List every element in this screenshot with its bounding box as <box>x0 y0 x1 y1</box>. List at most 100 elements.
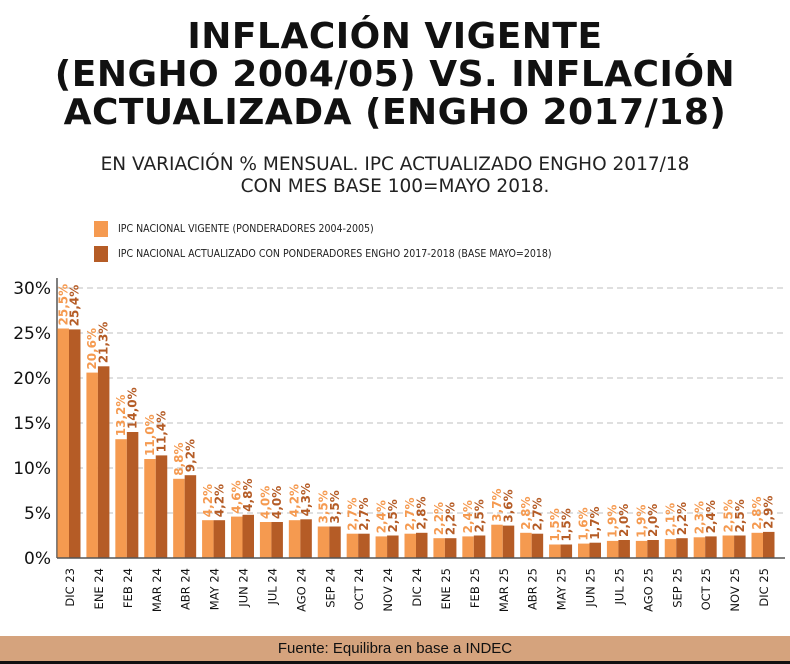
x-tick-label: SEP 24 <box>323 568 337 608</box>
x-tick-label: ENE 24 <box>92 568 106 609</box>
bar-actualizado <box>300 519 312 558</box>
y-tick-label: 10% <box>13 459 51 479</box>
bar-vigente <box>346 533 359 558</box>
y-tick-label: 30% <box>13 279 51 299</box>
bar-vigente <box>202 520 214 558</box>
data-label: 4,0% <box>270 486 284 519</box>
bar-actualizado <box>560 544 573 558</box>
title-line: INFLACIÓN VIGENTE <box>187 16 603 57</box>
bar-actualizado <box>387 535 399 558</box>
data-label: 13,2% <box>114 395 128 437</box>
x-tick-label: MAR 24 <box>150 568 164 612</box>
bar-vigente <box>231 516 243 558</box>
x-tick-label: DIC 23 <box>63 568 77 607</box>
data-label: 3,5% <box>328 490 342 523</box>
data-label: 2,8% <box>415 497 429 530</box>
bar-actualizado <box>155 455 168 558</box>
x-tick-label: OCT 25 <box>699 568 713 610</box>
data-label: 2,7% <box>530 497 544 530</box>
data-label: 2,4% <box>704 500 718 533</box>
data-label: 2,2% <box>444 502 458 535</box>
bar-vigente <box>462 536 474 558</box>
data-label: 2,3% <box>692 501 706 534</box>
data-label: 2,8% <box>519 497 533 530</box>
bar-actualizado <box>271 522 283 558</box>
data-label: 2,4% <box>461 500 475 533</box>
data-label: 14,0% <box>126 387 140 429</box>
x-tick-label: AGO 24 <box>294 568 308 612</box>
title-line: (ENGHO 2004/05) VS. INFLACIÓN <box>54 54 736 95</box>
bar-actualizado <box>589 542 601 558</box>
bar-vigente <box>722 535 735 558</box>
bar-vigente <box>57 328 69 558</box>
data-label: 2,5% <box>386 499 400 532</box>
x-tick-label: ENE 25 <box>439 568 453 609</box>
bar-actualizado <box>213 520 226 558</box>
data-label: 3,6% <box>502 489 516 522</box>
x-tick-label: MAR 25 <box>497 568 511 612</box>
data-label: 1,9% <box>606 505 620 538</box>
data-label: 25,5% <box>56 284 70 326</box>
bar-actualizado <box>647 540 659 558</box>
x-tick-label: MAY 25 <box>555 568 569 610</box>
data-label: 1,7% <box>588 506 602 539</box>
bar-vigente <box>635 540 648 558</box>
bar-actualizado <box>502 525 515 558</box>
bar-actualizado <box>763 531 775 558</box>
x-tick-label: OCT 24 <box>352 568 366 610</box>
y-tick-label: 20% <box>13 369 51 389</box>
subtitle-line: EN VARIACIÓN % MENSUAL. IPC ACTUALIZADO … <box>100 154 690 175</box>
data-label: 4,2% <box>288 484 302 517</box>
legend-swatch-vigente <box>94 220 108 237</box>
x-tick-label: NOV 24 <box>381 568 395 612</box>
data-label: 11,0% <box>143 414 157 456</box>
bar-vigente <box>606 540 619 558</box>
data-label: 20,6% <box>85 328 99 370</box>
bar-vigente <box>433 538 445 558</box>
footer-divider <box>0 661 790 664</box>
legend-item-vigente: IPC NACIONAL VIGENTE (PONDERADORES 2004-… <box>94 216 600 241</box>
bar-actualizado <box>358 533 370 558</box>
data-label: 2,0% <box>646 504 660 537</box>
chart-subtitle: EN VARIACIÓN % MENSUAL. IPC ACTUALIZADO … <box>0 154 790 198</box>
bar-actualizado <box>705 536 717 558</box>
data-label: 4,0% <box>259 486 273 519</box>
x-tick-label: JUN 25 <box>584 568 598 608</box>
bar-vigente <box>751 532 763 558</box>
legend-label-actualizado: IPC NACIONAL ACTUALIZADO CON PONDERADORE… <box>118 247 552 260</box>
y-tick-label: 5% <box>24 504 51 524</box>
title-line: ACTUALIZADA (ENGHO 2017/18) <box>63 92 727 133</box>
bar-vigente <box>115 439 127 558</box>
data-label: 2,7% <box>345 497 359 530</box>
x-tick-label: SEP 25 <box>670 568 684 608</box>
legend: IPC NACIONAL VIGENTE (PONDERADORES 2004-… <box>94 216 600 266</box>
data-label: 4,6% <box>230 480 244 513</box>
x-tick-label: JUN 24 <box>237 568 251 608</box>
y-tick-label: 25% <box>13 324 51 344</box>
x-tick-label: DIC 24 <box>410 568 424 607</box>
bar-vigente <box>375 536 388 558</box>
data-label: 1,5% <box>559 508 573 541</box>
bar-vigente <box>693 537 706 558</box>
legend-swatch-actualizado <box>94 245 108 262</box>
bar-vigente <box>404 533 416 558</box>
data-label: 11,4% <box>155 411 169 453</box>
subtitle-line: CON MES BASE 100=MAYO 2018. <box>240 176 550 197</box>
bar-actualizado <box>69 329 81 558</box>
chart-title: INFLACIÓN VIGENTE (ENGHO 2004/05) VS. IN… <box>0 18 790 132</box>
bar-actualizado <box>242 514 254 558</box>
bar-vigente <box>317 526 330 558</box>
bar-vigente <box>86 372 98 558</box>
x-tick-label: NOV 25 <box>728 568 742 612</box>
bar-vigente <box>664 539 677 558</box>
bar-vigente <box>144 459 156 558</box>
y-tick-label: 0% <box>24 549 51 569</box>
data-label: 2,9% <box>762 496 776 529</box>
data-label: 2,7% <box>357 497 371 530</box>
bar-actualizado <box>531 533 544 558</box>
bar-vigente <box>491 524 503 558</box>
bar-vigente <box>288 520 301 558</box>
data-label: 3,7% <box>490 488 504 521</box>
data-label: 21,3% <box>97 322 111 364</box>
bar-actualizado <box>618 540 630 558</box>
